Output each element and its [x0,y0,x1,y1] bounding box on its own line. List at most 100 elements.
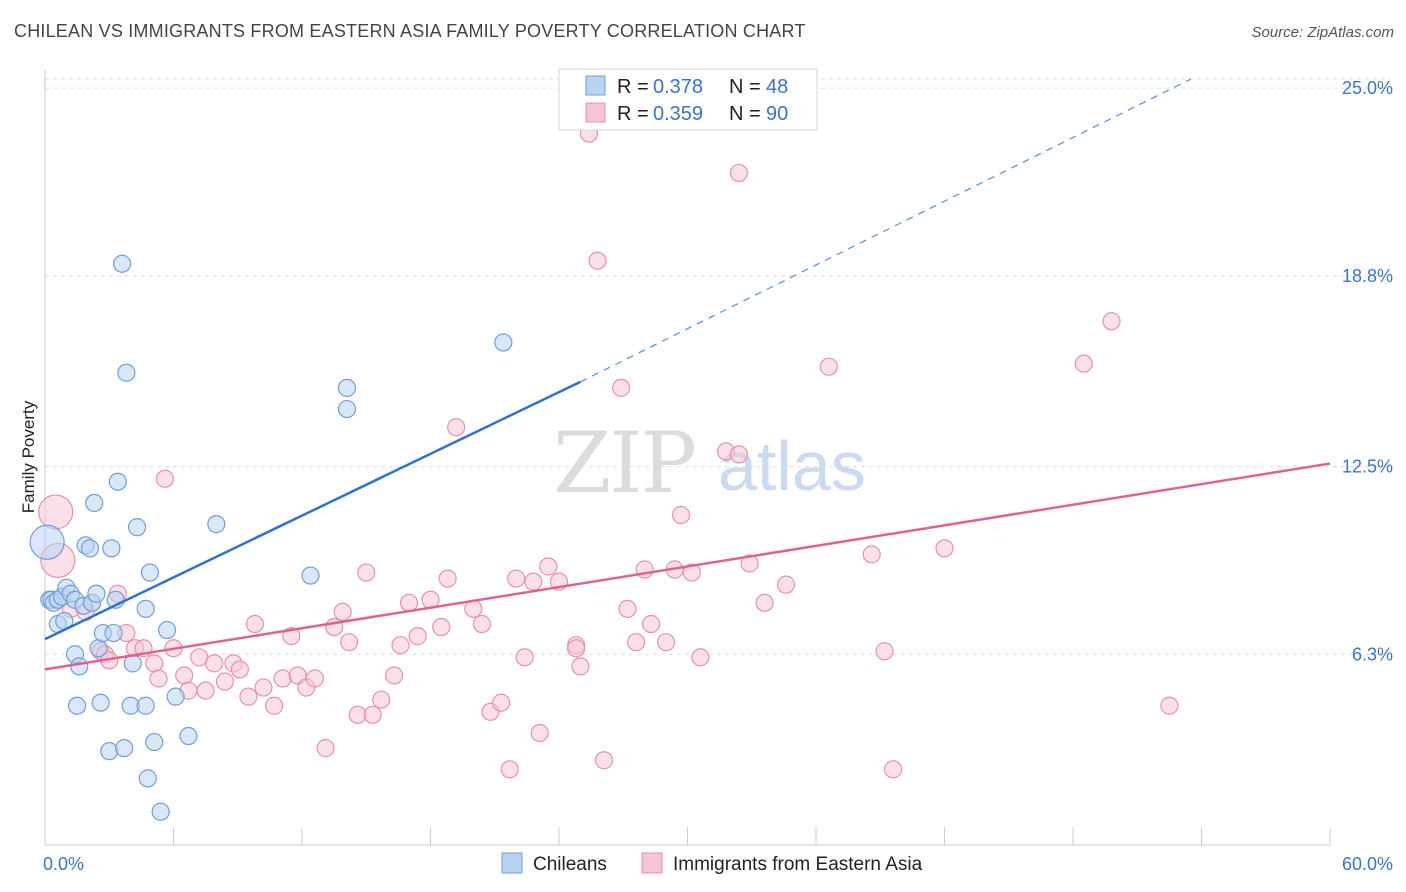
eastern-asia-point [571,657,590,676]
eastern-asia-point [729,163,749,183]
trend-lines [44,78,1331,671]
legend-n-value-chileans: 48 [766,76,788,98]
eastern-asia-point [682,563,701,582]
eastern-asia-point [524,572,543,591]
eastern-asia-point [1074,354,1093,373]
eastern-asia-point [594,751,614,770]
chileans-point [157,620,177,640]
y-tick-labels: 6.3% 12.5% 18.8% 25.0% [1342,78,1393,664]
eastern-asia-point [641,614,661,634]
eastern-asia-point [155,469,175,488]
eastern-asia-point [755,593,774,612]
watermark-atlas: atlas [718,427,866,505]
eastern-asia-point [500,760,519,779]
eastern-asia-point [432,617,451,637]
chileans-point [136,696,155,715]
eastern-asia-point [691,648,710,667]
eastern-asia-point [205,654,224,673]
chileans-point [179,726,198,746]
chileans-point [100,742,119,761]
y-tick-label-0: 6.3% [1352,644,1393,664]
series-points [29,124,1179,821]
legend-series: Chileans Immigrants from Eastern Asia [501,852,923,875]
grid-lines [45,78,1390,655]
chileans-point [140,563,160,582]
watermark-zip: ZIP [553,414,695,512]
eastern-asia-point [38,494,74,530]
eastern-asia-point [656,633,676,652]
eastern-asia-point [875,642,894,661]
x-tick-labels: 0.0% 60.0% [43,854,1393,874]
y-axis-label: Family Poverty [19,400,38,513]
eastern-asia-point [935,539,954,558]
y-tick-label-3: 25.0% [1342,78,1393,98]
chileans-point [102,539,121,558]
eastern-asia-point [507,569,526,588]
eastern-asia-point [254,678,273,697]
y-tick-label-2: 18.8% [1342,266,1393,286]
eastern-asia-point [196,681,215,700]
eastern-asia-point [399,593,419,612]
chileans-point [337,378,357,397]
eastern-asia-point [273,669,292,688]
legend-r-value-chileans: 0.378 [653,76,703,98]
legend-n-label-chileans: N = [729,76,761,98]
legend-n-label-eastern-asia: N = [729,103,761,125]
eastern-asia-point [333,602,352,621]
eastern-asia-point [626,633,646,652]
eastern-asia-point [384,666,404,685]
legend-r-label-eastern-asia: R = [617,103,649,125]
chileans-point [117,363,136,382]
chileans-point [127,518,147,537]
chileans-point [29,524,65,560]
eastern-asia-point [215,672,234,691]
chileans-point [166,687,185,706]
eastern-asia-point [492,693,511,712]
chileans-trend-line [44,380,581,641]
chileans-point [207,515,226,534]
eastern-asia-point [239,687,258,706]
bottom-legend-label-chileans: Chileans [533,854,607,875]
chileans-point [91,693,110,712]
eastern-asia-point [1102,312,1121,331]
eastern-asia-point [740,554,759,573]
eastern-asia-point [776,575,796,594]
chileans-point [151,802,170,821]
chileans-point [337,399,357,419]
eastern-asia-point [230,660,249,679]
eastern-asia-point [245,614,264,634]
x-tick-label-0: 0.0% [43,854,84,874]
eastern-asia-point [472,614,491,634]
eastern-asia-point [357,563,376,582]
eastern-asia-point [265,696,284,715]
bottom-legend-swatch-eastern-asia [641,852,663,874]
chileans-point [87,584,106,603]
eastern-asia-point [515,648,534,667]
eastern-asia-point [447,418,466,437]
bottom-legend-label-eastern-asia: Immigrants from Eastern Asia [673,854,923,875]
eastern-asia-point [305,669,324,688]
chileans-point [145,732,164,752]
eastern-asia-point [391,636,410,655]
chileans-point [301,566,320,585]
chileans-point [104,623,123,643]
eastern-asia-point [883,760,903,779]
eastern-asia-point [530,723,549,743]
chileans-point [494,333,513,352]
chileans-point [85,493,104,513]
eastern-asia-point [567,639,586,658]
eastern-asia-point [149,669,168,688]
eastern-asia-point [671,505,691,525]
eastern-asia-point [363,705,382,724]
eastern-asia-point [145,654,164,673]
chileans-point [89,639,108,658]
eastern-asia-trend-line [44,462,1331,671]
watermark: ZIP atlas [553,414,866,512]
legend-swatch-chileans [585,75,606,96]
eastern-asia-point [175,666,194,685]
chileans-trend-extension [580,78,1192,383]
legend-n-value-eastern-asia: 90 [766,103,788,125]
chileans-point [138,769,157,788]
eastern-asia-point [819,357,838,376]
